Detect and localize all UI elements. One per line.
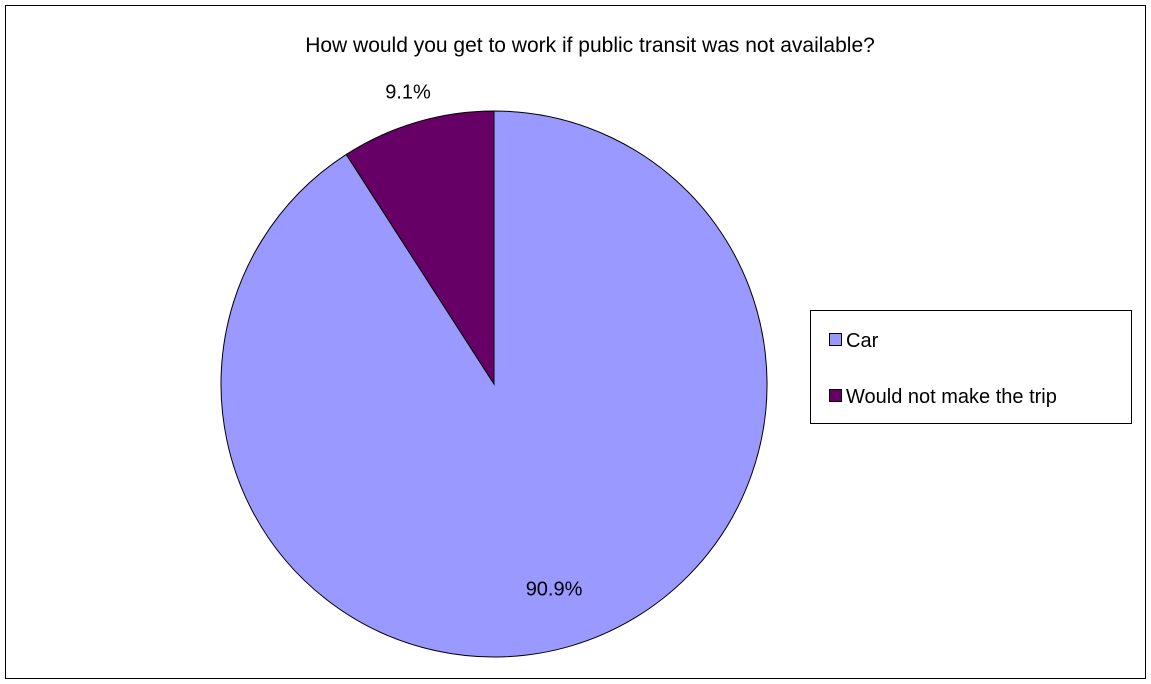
pie-slice-2	[345, 110, 495, 386]
legend: Car Would not make the trip	[810, 310, 1132, 424]
pie-data-labels: 90.9% 9.1%	[385, 81, 582, 600]
data-label-1: 90.9%	[526, 578, 583, 600]
legend-swatch-1	[829, 333, 842, 346]
pie-slices	[220, 110, 768, 658]
legend-box	[810, 310, 1132, 424]
legend-swatch-2	[829, 389, 842, 402]
legend-label-2: Would not make the trip	[846, 386, 1057, 408]
data-label-2: 9.1%	[385, 81, 431, 103]
legend-label-1: Car	[846, 330, 879, 352]
chart-title: How would you get to work if public tran…	[305, 34, 875, 57]
